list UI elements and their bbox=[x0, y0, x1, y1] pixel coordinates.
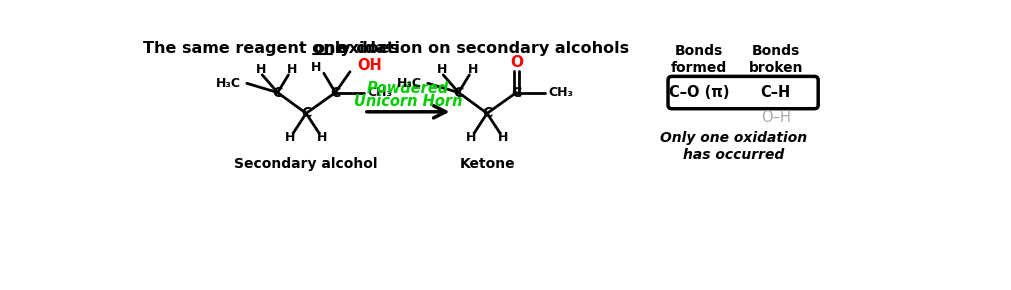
Text: H: H bbox=[497, 131, 508, 144]
Text: Ketone: Ketone bbox=[459, 157, 515, 171]
Text: The same reagent only does: The same reagent only does bbox=[143, 41, 404, 56]
Text: C: C bbox=[453, 86, 463, 99]
Text: H: H bbox=[316, 131, 328, 144]
Text: Secondary alcohol: Secondary alcohol bbox=[235, 157, 377, 171]
Text: H₃C: H₃C bbox=[396, 77, 422, 90]
Text: Powdered: Powdered bbox=[367, 81, 449, 96]
Text: C: C bbox=[300, 106, 311, 120]
Text: Only one oxidation
has occurred: Only one oxidation has occurred bbox=[659, 131, 806, 162]
Text: H: H bbox=[284, 131, 295, 144]
Text: H: H bbox=[467, 63, 478, 76]
Text: Unicorn Horn: Unicorn Horn bbox=[354, 93, 462, 108]
Text: C: C bbox=[511, 86, 521, 99]
Text: H: H bbox=[465, 131, 475, 144]
Text: OH: OH bbox=[357, 58, 382, 73]
FancyBboxPatch shape bbox=[667, 76, 817, 109]
Text: C–H: C–H bbox=[760, 85, 791, 100]
Text: O–H: O–H bbox=[760, 110, 790, 125]
Text: Bonds
formed: Bonds formed bbox=[670, 44, 726, 75]
Text: one: one bbox=[312, 41, 346, 56]
Text: H: H bbox=[255, 63, 266, 76]
Text: H: H bbox=[310, 61, 321, 74]
Text: CH₃: CH₃ bbox=[367, 86, 392, 99]
Text: C: C bbox=[330, 86, 340, 99]
Text: CH₃: CH₃ bbox=[548, 86, 573, 99]
Text: oxidation on secondary alcohols: oxidation on secondary alcohols bbox=[332, 41, 628, 56]
Text: C: C bbox=[481, 106, 491, 120]
Text: Bonds
broken: Bonds broken bbox=[748, 44, 803, 75]
Text: H: H bbox=[287, 63, 297, 76]
Text: H: H bbox=[436, 63, 447, 76]
Text: C–O (π): C–O (π) bbox=[668, 85, 728, 100]
Text: H₃C: H₃C bbox=[215, 77, 241, 90]
Text: C: C bbox=[272, 86, 282, 99]
Text: O: O bbox=[510, 55, 523, 70]
